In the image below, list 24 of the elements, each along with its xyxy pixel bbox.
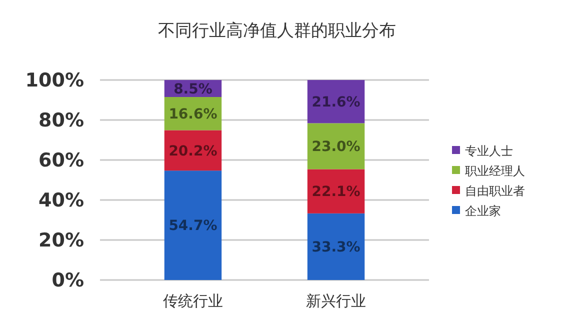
y-tick-label: 100% bbox=[25, 70, 84, 92]
data-label: 16.6% bbox=[168, 106, 218, 122]
data-label: 54.7% bbox=[168, 218, 218, 234]
y-tick-label: 0% bbox=[52, 270, 84, 292]
y-tick-label: 40% bbox=[38, 190, 84, 212]
legend-label: 自由职业者 bbox=[465, 184, 525, 198]
data-label: 23.0% bbox=[312, 139, 360, 156]
data-label: 8.5% bbox=[174, 81, 212, 98]
bar bbox=[164, 170, 222, 280]
y-tick-label: 20% bbox=[38, 230, 84, 252]
data-label: 21.6% bbox=[312, 94, 360, 110]
x-tick-label: 新兴行业 bbox=[306, 292, 366, 310]
y-tick-label: 60% bbox=[38, 150, 84, 172]
legend-label: 企业家 bbox=[465, 204, 501, 218]
chart-title: 不同行业高净值人群的职业分布 bbox=[158, 21, 396, 41]
legend-label: 职业经理人 bbox=[465, 164, 525, 178]
data-label: 33.3% bbox=[312, 240, 360, 256]
y-tick-label: 80% bbox=[38, 110, 84, 132]
bar bbox=[307, 169, 365, 214]
legend-label: 专业人士 bbox=[465, 144, 513, 158]
data-label: 22.1% bbox=[312, 184, 360, 200]
bar bbox=[307, 213, 365, 280]
x-tick-label: 传统行业 bbox=[162, 292, 223, 310]
data-label: 20.2% bbox=[168, 143, 218, 160]
